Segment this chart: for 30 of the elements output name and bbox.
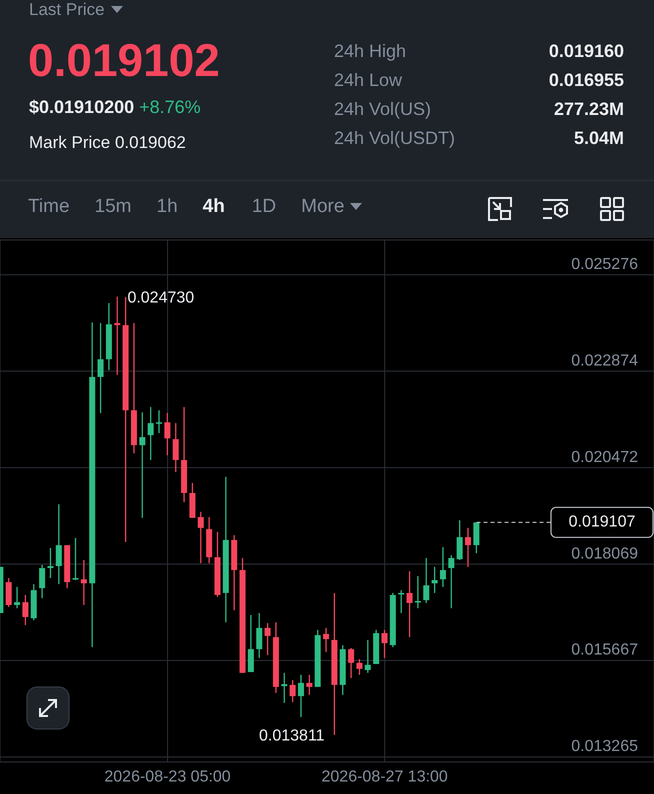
y-tick-label: 0.025276 xyxy=(571,256,638,273)
text: 1D xyxy=(252,196,276,218)
x-tick-label: 2026-08-27 13:00 xyxy=(322,768,448,786)
text: 24h High xyxy=(334,41,406,62)
text: Mark Price 0.019062 xyxy=(29,133,186,153)
annotation: 0.024730 xyxy=(127,289,194,306)
text: $0.01910200 xyxy=(29,97,134,117)
chart-subtitle: 0.019102 xyxy=(28,33,220,87)
y-tick-label: 0.018069 xyxy=(571,545,638,562)
text: More xyxy=(301,196,346,218)
text: 0.016955 xyxy=(548,70,624,91)
text: 4h xyxy=(202,196,225,218)
text: 24h Vol(US) xyxy=(334,99,432,120)
chart-title: Last Price xyxy=(29,0,106,20)
text: 5.04M xyxy=(574,128,624,149)
text: 1h xyxy=(156,196,178,218)
text: +8.76% xyxy=(139,97,201,117)
y-tick-label: 0.020472 xyxy=(571,448,638,466)
y-tick-label: 0.013265 xyxy=(571,738,638,756)
annotation: 0.013811 xyxy=(259,728,325,745)
text: 0.019160 xyxy=(548,41,624,62)
text: 24h Vol(USDT) xyxy=(334,128,456,149)
y-tick-label: 0.015667 xyxy=(571,642,638,659)
y-tick-label: 0.022874 xyxy=(571,352,638,370)
ref-line-label: 0.019107 xyxy=(568,514,636,531)
text: 24h Low xyxy=(334,70,402,91)
x-tick-label: 2026-08-23 05:00 xyxy=(104,768,231,786)
text: 15m xyxy=(94,196,132,218)
text: Time xyxy=(28,196,70,218)
text: 277.23M xyxy=(554,99,624,120)
